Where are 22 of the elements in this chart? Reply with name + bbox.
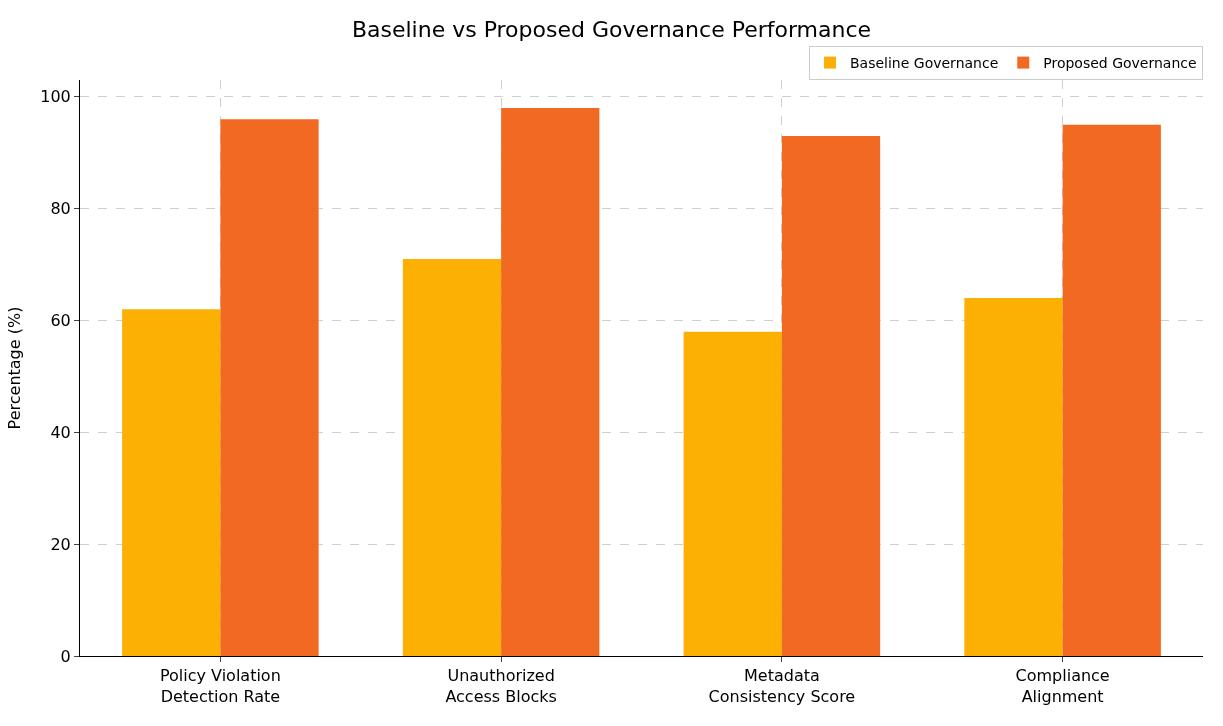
bar — [1062, 124, 1161, 656]
y-tick-label: 0 — [60, 646, 71, 666]
x-tick-label: Compliance Alignment — [1015, 666, 1110, 706]
y-axis-title: Percentage (%) — [5, 306, 25, 430]
legend-label: Baseline Governance — [850, 55, 999, 72]
y-tick-label: 100 — [40, 87, 71, 107]
x-tick-label: Policy Violation Detection Rate — [159, 666, 281, 706]
chart-title: Baseline vs Proposed Governance Performance — [351, 17, 872, 43]
bar — [402, 258, 502, 656]
x-tick-label: Metadata Consistency Score — [708, 666, 856, 706]
bar — [683, 331, 782, 656]
y-tick-label: 40 — [50, 422, 71, 442]
legend-label: Proposed Governance — [1043, 55, 1197, 72]
bar — [220, 119, 319, 656]
y-tick-label: 20 — [50, 534, 71, 554]
x-tick-label: Unauthorized Access Blocks — [445, 666, 557, 706]
y-tick-label: 80 — [50, 199, 71, 219]
bar — [964, 298, 1063, 656]
bar — [122, 309, 221, 656]
bar — [781, 135, 881, 656]
bar — [501, 107, 600, 656]
y-tick-label: 60 — [50, 311, 71, 331]
